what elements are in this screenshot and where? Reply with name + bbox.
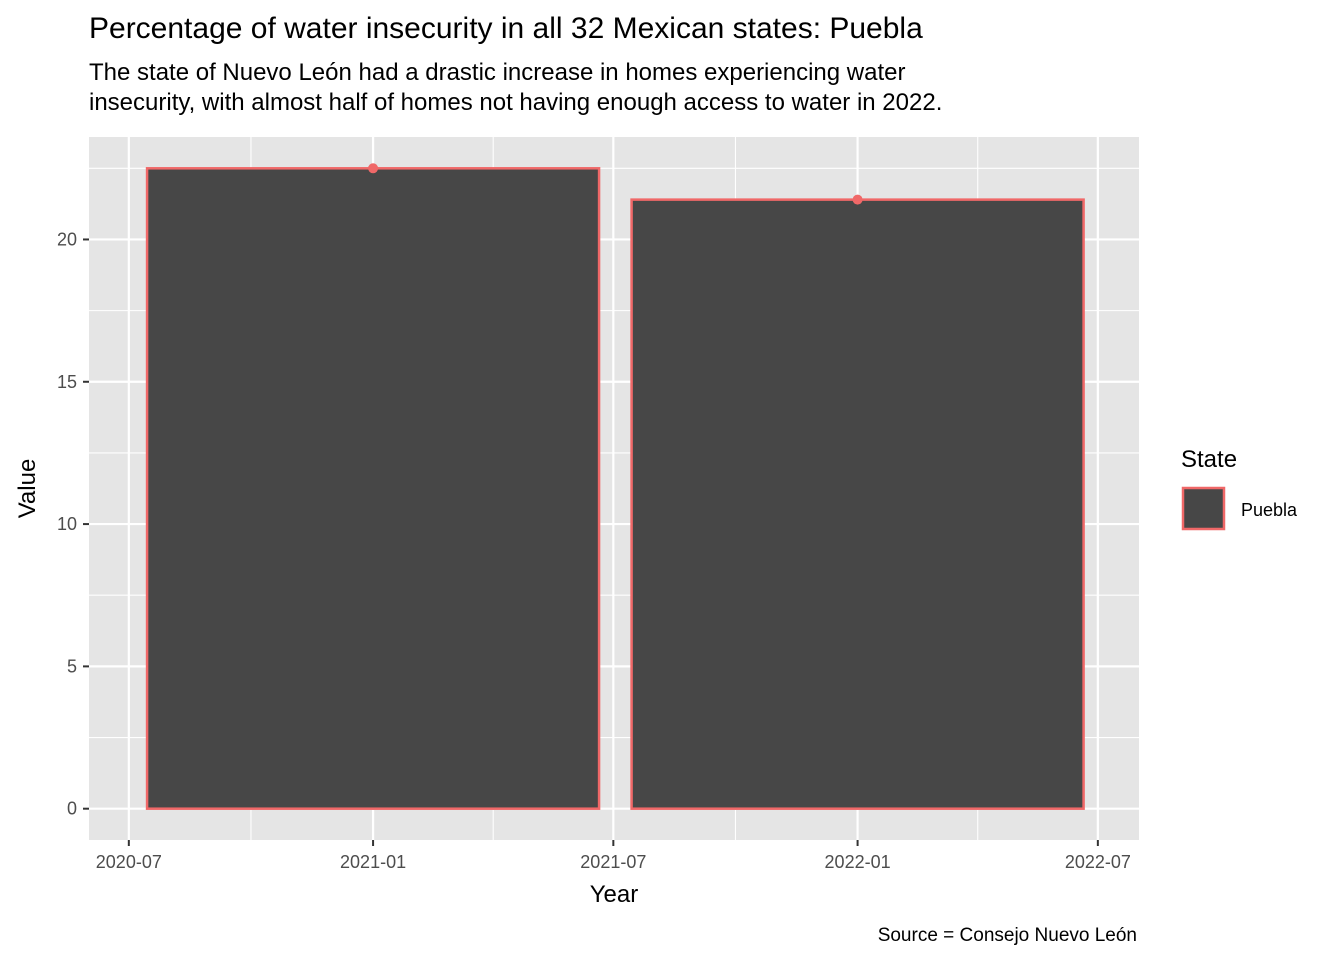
x-tick-label: 2022-07 [1065,852,1131,872]
chart-subtitle: The state of Nuevo León had a drastic in… [89,58,1289,118]
caption: Source = Consejo Nuevo León [878,925,1137,946]
x-tick-label: 2022-01 [825,852,891,872]
subtitle-line-1: The state of Nuevo León had a drastic in… [89,59,906,86]
x-axis: 2020-07 2021-01 2021-07 2022-01 2022-07 [96,840,1131,872]
x-tick-label: 2020-07 [96,852,162,872]
legend-label-puebla: Puebla [1241,500,1298,520]
y-axis-title: Value [14,459,41,519]
bars [145,167,1085,810]
x-axis-title: Year [590,881,639,908]
legend-key-puebla [1181,486,1226,531]
bar-2022-01 [630,198,1085,810]
subtitle-line-2: insecurity, with almost half of homes no… [89,89,943,116]
point-2022-01 [852,194,863,205]
y-tick-label: 0 [67,799,77,819]
y-tick-label: 10 [57,514,77,534]
chart-title: Percentage of water insecurity in all 32… [89,12,923,45]
legend-title: State [1181,446,1237,473]
legend: State Puebla [1181,446,1298,531]
y-tick-label: 5 [67,656,77,676]
points [368,163,863,205]
point-2021-01 [368,163,379,174]
x-tick-label: 2021-01 [340,852,406,872]
y-tick-label: 15 [57,372,77,392]
y-axis: 0 5 10 15 20 [57,229,89,819]
bar-2021-01 [145,167,601,810]
x-tick-label: 2021-07 [580,852,646,872]
y-tick-label: 20 [57,229,77,249]
